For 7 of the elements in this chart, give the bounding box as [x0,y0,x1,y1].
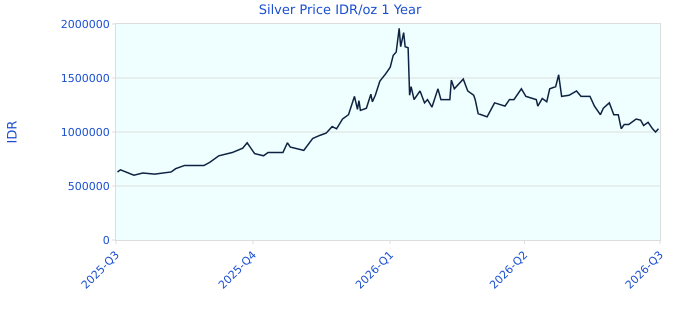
y-axis-title: IDR [6,120,21,144]
y-tick-label: 0 [102,234,110,247]
y-tick-label: 1000000 [60,126,110,139]
y-tick-label: 1500000 [60,72,110,85]
chart-title: Silver Price IDR/oz 1 Year [258,2,422,18]
y-tick-label: 2000000 [60,18,110,31]
y-tick-label: 500000 [68,180,110,193]
